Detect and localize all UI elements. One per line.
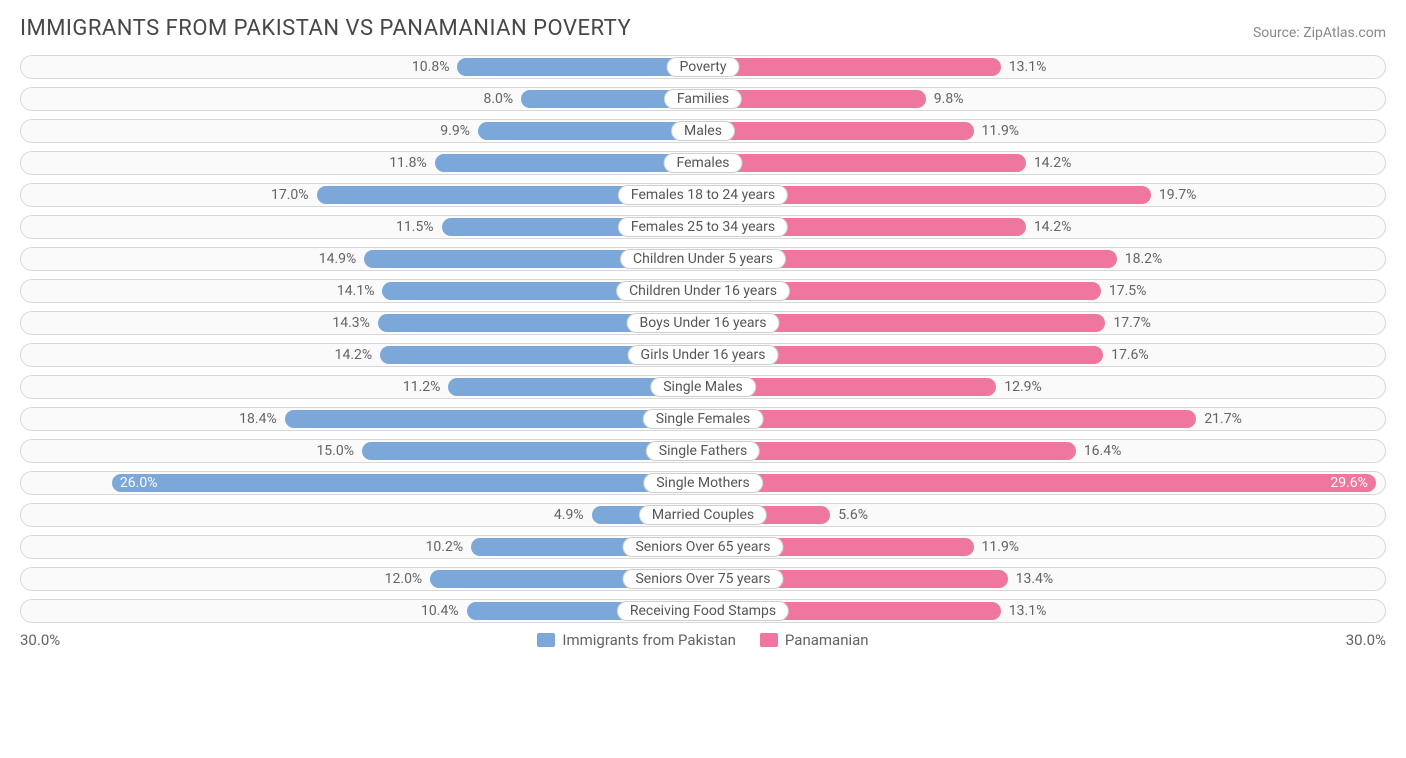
value-left: 10.2% [426, 536, 472, 558]
value-right: 14.2% [1026, 216, 1072, 238]
category-label: Females [664, 153, 743, 173]
category-label: Children Under 5 years [620, 249, 786, 269]
value-right: 11.9% [974, 120, 1020, 142]
bar-right [703, 154, 1026, 172]
value-right: 9.8% [926, 88, 964, 110]
axis-max-left: 30.0% [20, 631, 60, 649]
legend-swatch-left [537, 633, 555, 647]
legend-swatch-right [760, 633, 778, 647]
value-left: 15.0% [316, 440, 362, 462]
bar-right [703, 58, 1001, 76]
chart-row: 14.2% 17.6% Girls Under 16 years [20, 343, 1386, 367]
value-left: 14.3% [332, 312, 378, 334]
chart-row: 14.1% 17.5% Children Under 16 years [20, 279, 1386, 303]
bar-left [285, 410, 703, 428]
chart-row: 11.5% 14.2% Females 25 to 34 years [20, 215, 1386, 239]
category-label: Poverty [666, 57, 739, 77]
chart-row: 14.3% 17.7% Boys Under 16 years [20, 311, 1386, 335]
category-label: Single Males [650, 377, 756, 397]
category-label: Girls Under 16 years [628, 345, 779, 365]
category-label: Boys Under 16 years [626, 313, 779, 333]
chart-row: 8.0% 9.8% Families [20, 87, 1386, 111]
category-label: Seniors Over 65 years [622, 537, 783, 557]
legend-item-left: Immigrants from Pakistan [537, 631, 736, 649]
chart-header: IMMIGRANTS FROM PAKISTAN VS PANAMANIAN P… [20, 16, 1386, 41]
bar-right [703, 410, 1196, 428]
chart-title: IMMIGRANTS FROM PAKISTAN VS PANAMANIAN P… [20, 16, 631, 41]
value-right: 17.5% [1101, 280, 1147, 302]
chart-row: 26.0% 29.6% Single Mothers [20, 471, 1386, 495]
value-left: 14.9% [319, 248, 365, 270]
value-right: 13.1% [1001, 600, 1047, 622]
legend-label-right: Panamanian [785, 631, 869, 649]
value-left: 10.4% [421, 600, 467, 622]
bar-left [478, 122, 703, 140]
chart-row: 10.4% 13.1% Receiving Food Stamps [20, 599, 1386, 623]
chart-row: 9.9% 11.9% Males [20, 119, 1386, 143]
chart-row: 4.9% 5.6% Married Couples [20, 503, 1386, 527]
value-right: 13.4% [1008, 568, 1054, 590]
value-right: 12.9% [996, 376, 1042, 398]
bar-left [112, 474, 703, 492]
chart-source: Source: ZipAtlas.com [1253, 25, 1386, 41]
value-right: 21.7% [1196, 408, 1242, 430]
chart-row: 14.9% 18.2% Children Under 5 years [20, 247, 1386, 271]
value-left: 4.9% [554, 504, 592, 526]
value-right: 19.7% [1151, 184, 1197, 206]
category-label: Single Mothers [643, 473, 763, 493]
value-left: 14.1% [337, 280, 383, 302]
value-right: 17.7% [1105, 312, 1151, 334]
chart-row: 11.2% 12.9% Single Males [20, 375, 1386, 399]
value-left: 12.0% [385, 568, 431, 590]
chart-row: 10.2% 11.9% Seniors Over 65 years [20, 535, 1386, 559]
value-right: 13.1% [1001, 56, 1047, 78]
axis-max-right: 30.0% [1346, 631, 1386, 649]
value-right: 5.6% [830, 504, 868, 526]
chart-row: 11.8% 14.2% Females [20, 151, 1386, 175]
category-label: Families [664, 89, 742, 109]
legend-item-right: Panamanian [760, 631, 869, 649]
bar-right [703, 122, 974, 140]
value-left: 11.2% [403, 376, 449, 398]
chart-row: 18.4% 21.7% Single Females [20, 407, 1386, 431]
chart-row: 17.0% 19.7% Females 18 to 24 years [20, 183, 1386, 207]
value-left: 18.4% [239, 408, 285, 430]
category-label: Males [671, 121, 735, 141]
chart-row: 15.0% 16.4% Single Fathers [20, 439, 1386, 463]
value-left: 14.2% [335, 344, 381, 366]
value-right: 29.6% [1330, 472, 1376, 494]
chart-row: 10.8% 13.1% Poverty [20, 55, 1386, 79]
value-left: 26.0% [112, 472, 158, 494]
category-label: Married Couples [639, 505, 767, 525]
legend-label-left: Immigrants from Pakistan [562, 631, 736, 649]
diverging-bar-chart: 10.8%13.1%Poverty8.0%9.8%Families9.9%11.… [20, 55, 1386, 623]
value-left: 11.8% [389, 152, 435, 174]
value-left: 9.9% [440, 120, 478, 142]
value-right: 18.2% [1117, 248, 1163, 270]
chart-footer: 30.0% Immigrants from Pakistan Panamania… [20, 631, 1386, 649]
value-left: 17.0% [271, 184, 317, 206]
category-label: Single Fathers [646, 441, 760, 461]
value-right: 16.4% [1076, 440, 1122, 462]
value-left: 8.0% [483, 88, 521, 110]
value-left: 11.5% [396, 216, 442, 238]
category-label: Females 18 to 24 years [618, 185, 788, 205]
value-right: 17.6% [1103, 344, 1149, 366]
category-label: Single Females [643, 409, 764, 429]
value-left: 10.8% [412, 56, 458, 78]
value-right: 11.9% [974, 536, 1020, 558]
value-right: 14.2% [1026, 152, 1072, 174]
chart-row: 12.0% 13.4% Seniors Over 75 years [20, 567, 1386, 591]
legend: Immigrants from Pakistan Panamanian [537, 631, 868, 649]
category-label: Children Under 16 years [616, 281, 790, 301]
category-label: Receiving Food Stamps [617, 601, 789, 621]
bar-right [703, 474, 1376, 492]
category-label: Seniors Over 75 years [622, 569, 783, 589]
category-label: Females 25 to 34 years [618, 217, 788, 237]
